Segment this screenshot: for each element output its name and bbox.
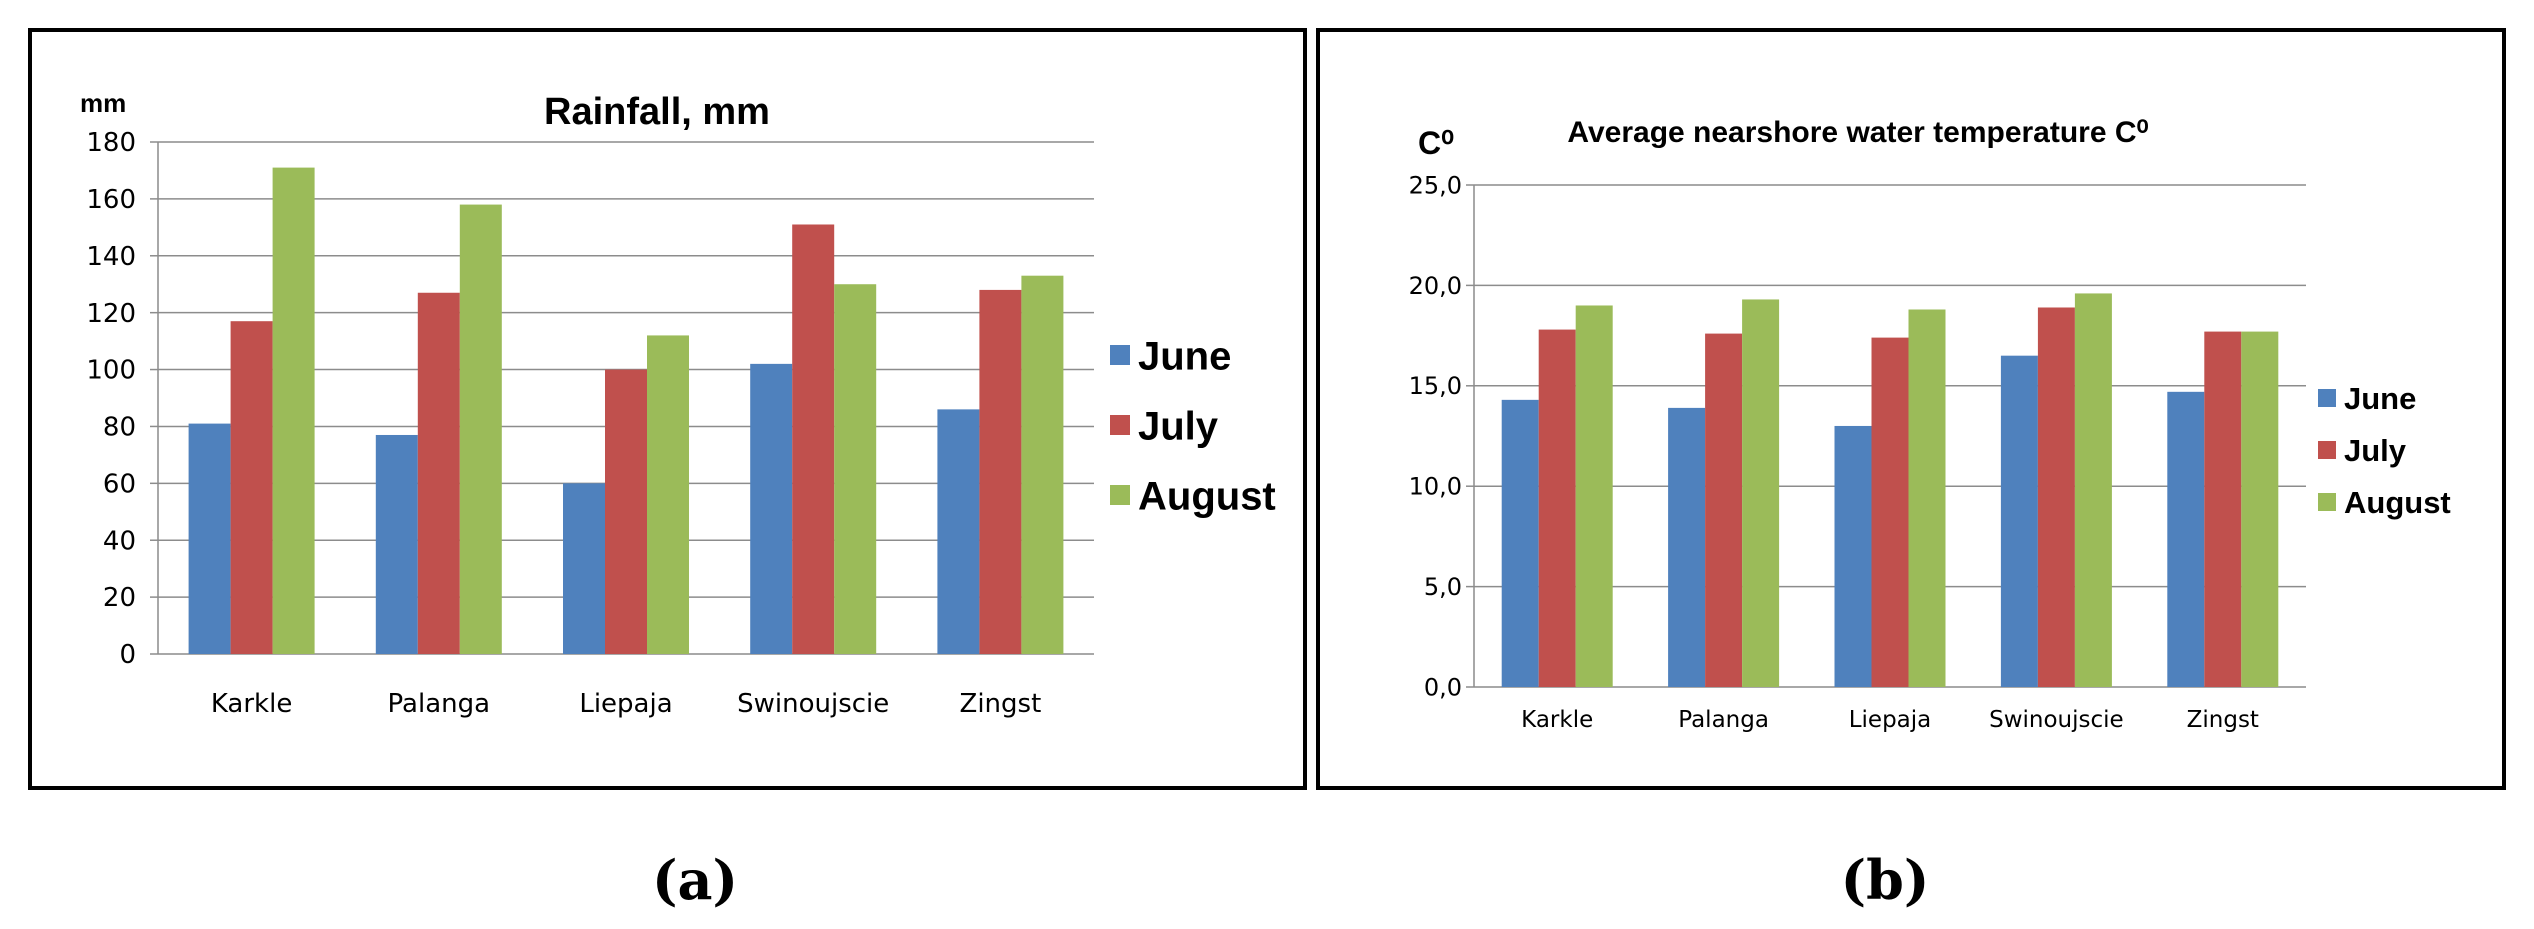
rainfall-chart: Rainfall, mm mm 0 20 40 60 80 100 120 140 160 180 Ka…	[80, 88, 1276, 719]
x-tick-label: Karkle	[211, 689, 293, 719]
legend-swatch-july	[2318, 441, 2336, 459]
x-tick-label: Liepaja	[1849, 707, 1932, 733]
bar-july-zingst	[2204, 331, 2242, 687]
bar-june-zingst	[2167, 391, 2205, 687]
x-tick-label: Karkle	[1521, 707, 1593, 733]
bar-august-palanga	[459, 204, 502, 655]
y-tick-label: 140	[86, 242, 136, 272]
bar-august-karkle	[1575, 305, 1613, 687]
x-tick-label: Palanga	[388, 689, 491, 719]
y-tick-label: 5,0	[1424, 573, 1462, 601]
temperature-chart: Average nearshore water temperature C⁰ C⁰…	[1409, 116, 2451, 733]
y-tick-label: 15,0	[1409, 372, 1462, 400]
bar-june-zingst	[937, 409, 980, 654]
legend-label-august: August	[2344, 485, 2451, 520]
chart-title: Rainfall, mm	[544, 91, 770, 133]
bar-august-swinoujscie	[2074, 293, 2112, 687]
legend-label-july: July	[1138, 404, 1219, 448]
y-tick-label: 0	[119, 640, 136, 670]
x-tick-label: Zingst	[960, 689, 1042, 719]
bar-june-karkle	[188, 423, 231, 654]
bar-august-liepaja	[1908, 309, 1946, 687]
y-tick-label: 120	[86, 299, 136, 329]
y-tick-label: 25,0	[1409, 171, 1462, 199]
bar-june-karkle	[1501, 399, 1539, 687]
bar-august-swinoujscie	[834, 284, 877, 654]
y-unit-label: mm	[80, 88, 126, 118]
x-tick-label: Swinoujscie	[1989, 707, 2124, 733]
y-tick-label: 80	[103, 413, 136, 443]
y-tick-label: 20,0	[1409, 272, 1462, 300]
x-tick-label: Zingst	[2187, 707, 2259, 733]
bar-july-swinoujscie	[2037, 307, 2075, 687]
bar-july-karkle	[230, 321, 273, 654]
y-tick-label: 10,0	[1409, 473, 1462, 501]
bar-august-karkle	[272, 167, 315, 654]
legend-label-june: June	[2344, 381, 2416, 416]
chart-panel-rainfall: Rainfall, mm mm 0 20 40 60 80 100 120 140 160 180 Ka…	[28, 28, 1307, 790]
bar-june-swinoujscie	[2000, 355, 2038, 687]
bar-august-liepaja	[647, 335, 689, 654]
legend-label-july: July	[2344, 433, 2407, 468]
bar-july-zingst	[979, 289, 1022, 654]
bar-june-palanga	[1668, 407, 1706, 687]
bar-june-liepaja	[1834, 425, 1872, 687]
y-tick-label: 160	[86, 185, 136, 215]
legend-swatch-july	[1110, 415, 1130, 435]
caption-a: (a)	[651, 848, 739, 912]
bar-august-zingst	[1021, 275, 1064, 654]
y-tick-label: 100	[86, 356, 136, 386]
bar-june-swinoujscie	[750, 363, 793, 654]
legend-swatch-june	[2318, 389, 2336, 407]
bar-june-palanga	[375, 434, 418, 654]
bar-july-karkle	[1538, 329, 1576, 687]
y-tick-label: 0,0	[1424, 673, 1462, 701]
bar-june-liepaja	[563, 483, 605, 654]
x-tick-label: Liepaja	[579, 689, 672, 719]
y-tick-label: 180	[86, 128, 136, 158]
legend-label-june: June	[1138, 334, 1231, 378]
caption-b: (b)	[1840, 848, 1930, 912]
y-tick-label: 60	[103, 469, 136, 499]
x-tick-label: Palanga	[1678, 707, 1769, 733]
bar-august-zingst	[2241, 331, 2279, 687]
bar-july-palanga	[417, 292, 460, 654]
y-tick-label: 40	[103, 526, 136, 556]
bar-august-palanga	[1742, 299, 1780, 687]
legend-swatch-june	[1110, 345, 1130, 365]
bar-july-liepaja	[605, 369, 647, 654]
legend-swatch-august	[1110, 485, 1130, 505]
chart-panel-temperature: Average nearshore water temperature C⁰ C⁰…	[1316, 28, 2506, 790]
legend-swatch-august	[2318, 493, 2336, 511]
y-unit-label: C⁰	[1418, 125, 1454, 161]
bar-july-palanga	[1705, 333, 1743, 687]
x-tick-label: Swinoujscie	[737, 689, 889, 719]
chart-title: Average nearshore water temperature C⁰	[1567, 116, 2148, 149]
bar-july-swinoujscie	[792, 224, 835, 654]
y-tick-label: 20	[103, 583, 136, 613]
bar-july-liepaja	[1871, 337, 1909, 687]
legend-label-august: August	[1138, 474, 1276, 518]
